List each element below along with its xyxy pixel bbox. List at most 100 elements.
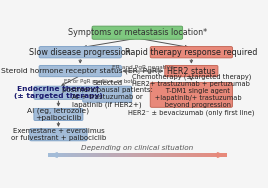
Text: Selected
postmenopausal patients:
AI + trastuzumab or
lapatinib (if HER2+): Selected postmenopausal patients: AI + t… bbox=[62, 80, 153, 108]
Bar bbox=[157, 153, 159, 157]
FancyBboxPatch shape bbox=[165, 65, 218, 77]
Bar bbox=[222, 153, 224, 157]
Bar bbox=[200, 153, 202, 157]
Bar bbox=[100, 153, 102, 157]
Bar bbox=[172, 153, 175, 157]
FancyBboxPatch shape bbox=[150, 47, 232, 58]
Bar bbox=[188, 153, 191, 157]
Bar bbox=[105, 153, 107, 157]
Bar bbox=[48, 153, 50, 157]
Bar bbox=[102, 153, 105, 157]
Bar bbox=[159, 153, 161, 157]
Bar bbox=[50, 153, 53, 157]
Bar bbox=[57, 153, 59, 157]
Bar bbox=[147, 153, 150, 157]
Bar bbox=[132, 153, 134, 157]
FancyBboxPatch shape bbox=[34, 108, 83, 121]
Bar bbox=[193, 153, 195, 157]
Bar bbox=[98, 153, 100, 157]
Bar bbox=[177, 153, 179, 157]
Bar bbox=[215, 153, 218, 157]
Text: Exemestane + everolimus
or fulvestrant + palbociclib: Exemestane + everolimus or fulvestrant +… bbox=[11, 128, 106, 141]
Bar bbox=[209, 153, 211, 157]
Bar bbox=[152, 153, 154, 157]
Bar bbox=[55, 153, 57, 157]
Bar bbox=[84, 153, 87, 157]
Bar bbox=[191, 153, 193, 157]
Bar bbox=[87, 153, 89, 157]
Bar bbox=[166, 153, 168, 157]
Text: Rapid therapy response required: Rapid therapy response required bbox=[125, 48, 258, 57]
Bar bbox=[107, 153, 109, 157]
Text: Depending on clinical situation: Depending on clinical situation bbox=[81, 145, 193, 151]
Bar bbox=[123, 153, 125, 157]
Bar bbox=[118, 153, 120, 157]
FancyBboxPatch shape bbox=[39, 65, 121, 77]
Bar bbox=[120, 153, 123, 157]
FancyBboxPatch shape bbox=[92, 26, 183, 39]
Bar bbox=[109, 153, 111, 157]
Text: Slow disease progression: Slow disease progression bbox=[29, 48, 131, 57]
FancyBboxPatch shape bbox=[34, 86, 83, 99]
Bar bbox=[179, 153, 181, 157]
Bar bbox=[91, 153, 93, 157]
Bar bbox=[75, 153, 77, 157]
Text: ER and PgR negative: ER and PgR negative bbox=[112, 65, 174, 70]
Bar bbox=[62, 153, 64, 157]
Bar bbox=[150, 153, 152, 157]
Bar bbox=[163, 153, 166, 157]
Bar bbox=[129, 153, 132, 157]
Bar bbox=[59, 153, 62, 157]
Text: Endocrine therapy†
(± targeted therapy): Endocrine therapy† (± targeted therapy) bbox=[14, 86, 103, 99]
Bar bbox=[181, 153, 184, 157]
Bar bbox=[127, 153, 129, 157]
Bar bbox=[134, 153, 136, 157]
Bar bbox=[175, 153, 177, 157]
Bar bbox=[211, 153, 213, 157]
Bar bbox=[77, 153, 80, 157]
Bar bbox=[139, 153, 141, 157]
Bar bbox=[125, 153, 127, 157]
Bar bbox=[68, 153, 71, 157]
Bar bbox=[224, 153, 227, 157]
Bar bbox=[95, 153, 98, 157]
Bar bbox=[111, 153, 114, 157]
Bar bbox=[71, 153, 73, 157]
Bar bbox=[116, 153, 118, 157]
Bar bbox=[145, 153, 147, 157]
Bar bbox=[195, 153, 197, 157]
Text: AI (eg, letrozole)
+palbociclib: AI (eg, letrozole) +palbociclib bbox=[27, 108, 90, 121]
FancyBboxPatch shape bbox=[83, 86, 132, 102]
Bar bbox=[184, 153, 186, 157]
Text: Symptoms or metastasis location*: Symptoms or metastasis location* bbox=[68, 28, 207, 37]
Bar bbox=[197, 153, 200, 157]
Bar bbox=[218, 153, 220, 157]
Bar bbox=[206, 153, 209, 157]
Bar bbox=[73, 153, 75, 157]
Bar bbox=[213, 153, 215, 157]
Bar bbox=[66, 153, 68, 157]
Text: ER or PgR positive, or both: ER or PgR positive, or both bbox=[64, 79, 136, 84]
Bar bbox=[186, 153, 188, 157]
Bar bbox=[154, 153, 157, 157]
Bar bbox=[93, 153, 95, 157]
Bar bbox=[220, 153, 222, 157]
Text: Chemotherapy (±targeted therapy)
HER2+ trastuzumab + pertuzumab
      T-DM1 sing: Chemotherapy (±targeted therapy) HER2+ t… bbox=[128, 74, 255, 116]
Bar bbox=[64, 153, 66, 157]
Bar bbox=[204, 153, 206, 157]
Bar bbox=[53, 153, 55, 157]
FancyBboxPatch shape bbox=[39, 47, 121, 58]
Bar bbox=[161, 153, 163, 157]
Bar bbox=[202, 153, 204, 157]
Bar bbox=[143, 153, 145, 157]
Bar bbox=[89, 153, 91, 157]
Bar bbox=[168, 153, 170, 157]
Bar bbox=[114, 153, 116, 157]
FancyBboxPatch shape bbox=[30, 129, 87, 141]
Text: Steroid hormone receptor status (ER, PgR): Steroid hormone receptor status (ER, PgR… bbox=[1, 68, 160, 74]
Bar bbox=[141, 153, 143, 157]
FancyBboxPatch shape bbox=[150, 83, 232, 107]
Bar bbox=[136, 153, 139, 157]
Bar bbox=[82, 153, 84, 157]
Bar bbox=[80, 153, 82, 157]
